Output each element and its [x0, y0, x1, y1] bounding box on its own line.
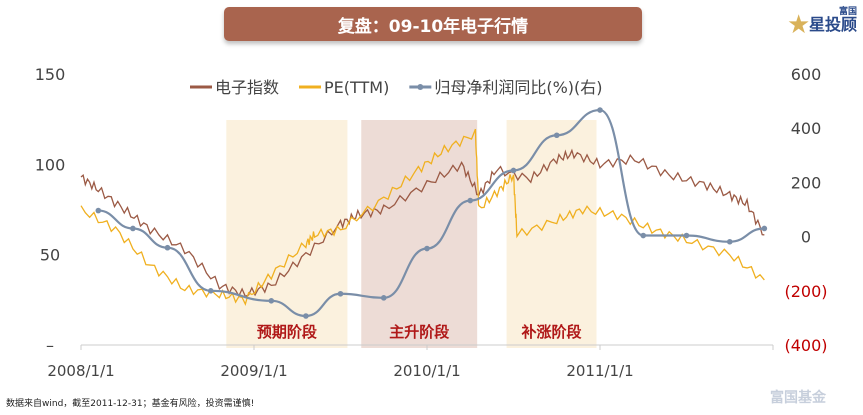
watermark: 富国基金	[770, 390, 826, 406]
y-right-tick-label: 600	[791, 65, 822, 84]
y-right-tick-label: 200	[791, 173, 822, 192]
legend-label: PE(TTM)	[324, 78, 389, 97]
y-right-tick-label: 0	[801, 228, 811, 247]
star-icon: ★	[786, 10, 811, 40]
y-left-tick-label: 150	[35, 65, 66, 84]
x-tick-label: 2008/1/1	[47, 362, 114, 380]
y-right-tick-label: (200)	[784, 282, 827, 301]
data-point	[130, 225, 136, 232]
data-point	[95, 207, 102, 214]
data-point	[337, 290, 344, 297]
brand-logo: ★ 富国 星投顾	[787, 7, 857, 39]
phase-band	[361, 120, 478, 348]
data-point	[268, 298, 275, 304]
y-left-tick-label: 100	[35, 155, 66, 174]
data-point	[510, 167, 517, 174]
data-point	[424, 245, 430, 252]
logo-bottom: 星投顾	[808, 15, 857, 34]
x-tick-label: 2011/1/1	[566, 362, 633, 380]
phase-band	[506, 120, 597, 348]
x-tick-label: 2009/1/1	[220, 362, 287, 380]
legend-marker	[417, 84, 424, 90]
phase-label: 主升阶段	[389, 323, 449, 341]
data-point	[164, 244, 171, 251]
data-point	[467, 197, 474, 204]
y-left-tick-label: 50	[40, 246, 60, 265]
y-right-tick-label: 400	[791, 119, 822, 138]
phase-label: 预期阶段	[257, 323, 317, 341]
footnote: 数据来自wind，截至2011-12-31；基金有风险，投资需谨慎!	[6, 399, 255, 409]
data-point	[683, 232, 690, 239]
phase-label: 补涨阶段	[521, 323, 582, 341]
data-point	[597, 107, 603, 113]
data-point	[380, 295, 387, 301]
logo-top: 富国	[838, 7, 857, 17]
series-line-1	[80, 128, 765, 306]
data-point	[761, 225, 768, 232]
x-tick-label: 2010/1/1	[393, 362, 460, 380]
data-point	[303, 313, 309, 319]
data-point	[726, 238, 733, 245]
chart-title: 复盘：09-10年电子行情	[224, 7, 642, 41]
data-point	[553, 132, 560, 139]
series-line-0	[80, 148, 765, 298]
data-point	[207, 288, 214, 294]
y-left-tick-label: –	[46, 336, 54, 355]
legend: 电子指数 PE(TTM) 归母净利润同比(%)(右)	[190, 78, 603, 97]
data-point	[640, 232, 647, 239]
y-right-tick-label: (400)	[784, 336, 827, 355]
legend-label: 电子指数	[215, 78, 279, 97]
legend-label: 归母净利润同比(%)(右)	[434, 78, 602, 97]
phase-band	[226, 120, 348, 348]
